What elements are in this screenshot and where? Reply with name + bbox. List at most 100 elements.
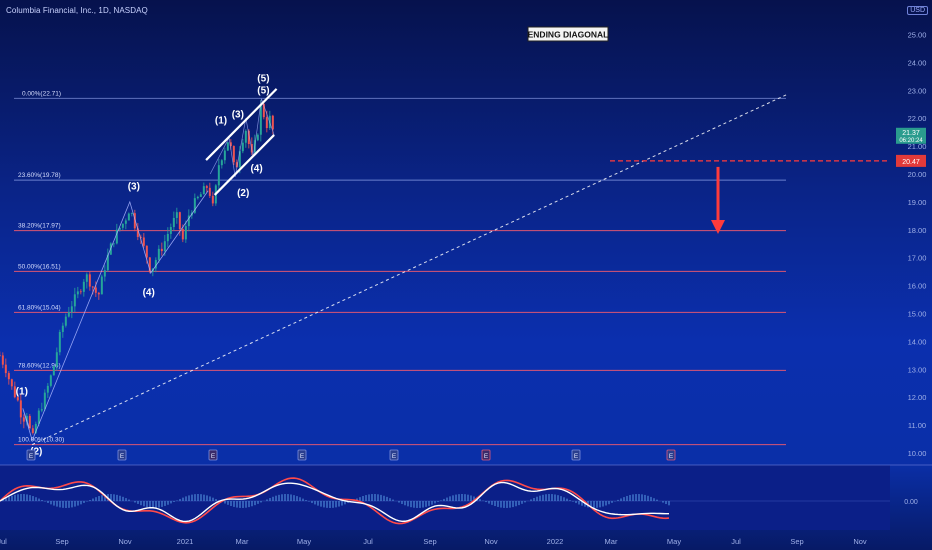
candle bbox=[34, 423, 37, 433]
candle bbox=[28, 415, 31, 429]
candle bbox=[13, 386, 16, 398]
candle bbox=[4, 364, 7, 374]
candle bbox=[70, 306, 73, 313]
y-tick-label: 24.00 bbox=[908, 58, 927, 67]
earnings-marker bbox=[208, 449, 218, 461]
candle bbox=[61, 325, 64, 332]
wave-label: (4) bbox=[250, 163, 262, 174]
y-tick-label: 15.00 bbox=[908, 310, 927, 319]
earnings-marker-label: E bbox=[669, 453, 674, 460]
candle bbox=[163, 241, 166, 252]
candle bbox=[31, 428, 34, 433]
wave-zigzag bbox=[22, 190, 209, 442]
x-tick-label: May bbox=[297, 537, 311, 546]
earnings-marker-label: E bbox=[300, 453, 305, 460]
candle bbox=[76, 291, 79, 295]
candle bbox=[223, 150, 226, 161]
wave-label: (1) bbox=[16, 386, 28, 397]
x-tick-label: Mar bbox=[605, 537, 618, 546]
candle bbox=[169, 227, 172, 234]
candle bbox=[49, 375, 52, 386]
y-tick-label: 10.00 bbox=[908, 449, 927, 458]
candle bbox=[121, 223, 124, 228]
candle bbox=[22, 417, 25, 422]
candle bbox=[112, 243, 115, 245]
target-value: 20.47 bbox=[902, 159, 920, 166]
y-tick-label: 14.00 bbox=[908, 337, 927, 346]
wave-label: (2) bbox=[30, 446, 42, 457]
fib-level-label: 78.60%(12.96) bbox=[18, 362, 61, 369]
candle bbox=[91, 286, 94, 288]
candle bbox=[58, 331, 61, 353]
candle bbox=[10, 379, 13, 387]
candle bbox=[46, 385, 49, 393]
candle bbox=[130, 213, 133, 214]
candle bbox=[73, 294, 76, 307]
wave-label: (5) bbox=[257, 85, 269, 96]
candle bbox=[166, 233, 169, 242]
candle bbox=[235, 162, 238, 168]
wave-label: (1) bbox=[215, 116, 227, 127]
wave-label: (3) bbox=[232, 109, 244, 120]
candle bbox=[139, 236, 142, 238]
indicator-zero-label: 0.00 bbox=[904, 499, 918, 506]
x-tick-label: Sep bbox=[790, 537, 803, 546]
candle bbox=[118, 227, 121, 230]
candle bbox=[40, 409, 43, 411]
candle bbox=[55, 352, 58, 367]
countdown-value: 06:20:24 bbox=[899, 138, 923, 144]
y-tick-label: 11.00 bbox=[908, 421, 926, 430]
candle bbox=[211, 195, 214, 204]
candle bbox=[64, 316, 67, 326]
candle bbox=[175, 212, 178, 218]
indicator-main-line bbox=[0, 481, 670, 523]
candle bbox=[247, 130, 250, 145]
candle bbox=[208, 187, 211, 196]
candle bbox=[244, 130, 247, 143]
candle bbox=[238, 151, 241, 168]
candle bbox=[226, 142, 229, 151]
last-price-value: 21.37 bbox=[902, 130, 920, 137]
title-box bbox=[527, 26, 609, 42]
candle bbox=[199, 194, 202, 197]
candle bbox=[181, 229, 184, 240]
fib-level-label: 38.20%(17.97) bbox=[18, 223, 61, 230]
earnings-marker bbox=[666, 449, 676, 461]
candle bbox=[160, 248, 163, 252]
symbol-header: Columbia Financial, Inc., 1D, NASDAQ bbox=[6, 6, 148, 15]
target-badge bbox=[896, 154, 926, 167]
fib-level-label: 50.00%(16.51) bbox=[18, 263, 61, 270]
candle bbox=[67, 312, 70, 317]
y-tick-label: 21.00 bbox=[908, 142, 927, 151]
candle bbox=[202, 186, 205, 195]
diagonal-lower-line bbox=[213, 134, 275, 196]
earnings-marker-label: E bbox=[484, 453, 489, 460]
last-price-badge bbox=[896, 127, 926, 144]
y-tick-label: 23.00 bbox=[908, 86, 927, 95]
y-tick-label: 22.00 bbox=[908, 114, 927, 123]
earnings-marker-label: E bbox=[392, 453, 397, 460]
candle bbox=[1, 355, 4, 365]
candle bbox=[103, 270, 106, 277]
candle bbox=[0, 355, 1, 357]
chart-title: ENDING DIAGONAL bbox=[528, 30, 609, 40]
support-trendline bbox=[32, 94, 788, 446]
earnings-marker bbox=[117, 449, 127, 461]
candle bbox=[94, 287, 97, 293]
currency-badge[interactable]: USD bbox=[907, 6, 928, 15]
candle bbox=[97, 292, 100, 295]
candle bbox=[124, 220, 127, 224]
candle bbox=[82, 281, 85, 292]
candle bbox=[259, 104, 262, 135]
x-tick-label: Nov bbox=[484, 537, 498, 546]
candle bbox=[232, 146, 235, 163]
indicator-histogram bbox=[2, 494, 670, 508]
fib-level-label: 100.00%(10.30) bbox=[18, 437, 64, 444]
y-tick-label: 20.00 bbox=[908, 170, 927, 179]
candle bbox=[205, 186, 208, 188]
candle bbox=[265, 117, 268, 129]
y-tick-label: 25.00 bbox=[908, 31, 927, 40]
candle bbox=[187, 215, 190, 227]
